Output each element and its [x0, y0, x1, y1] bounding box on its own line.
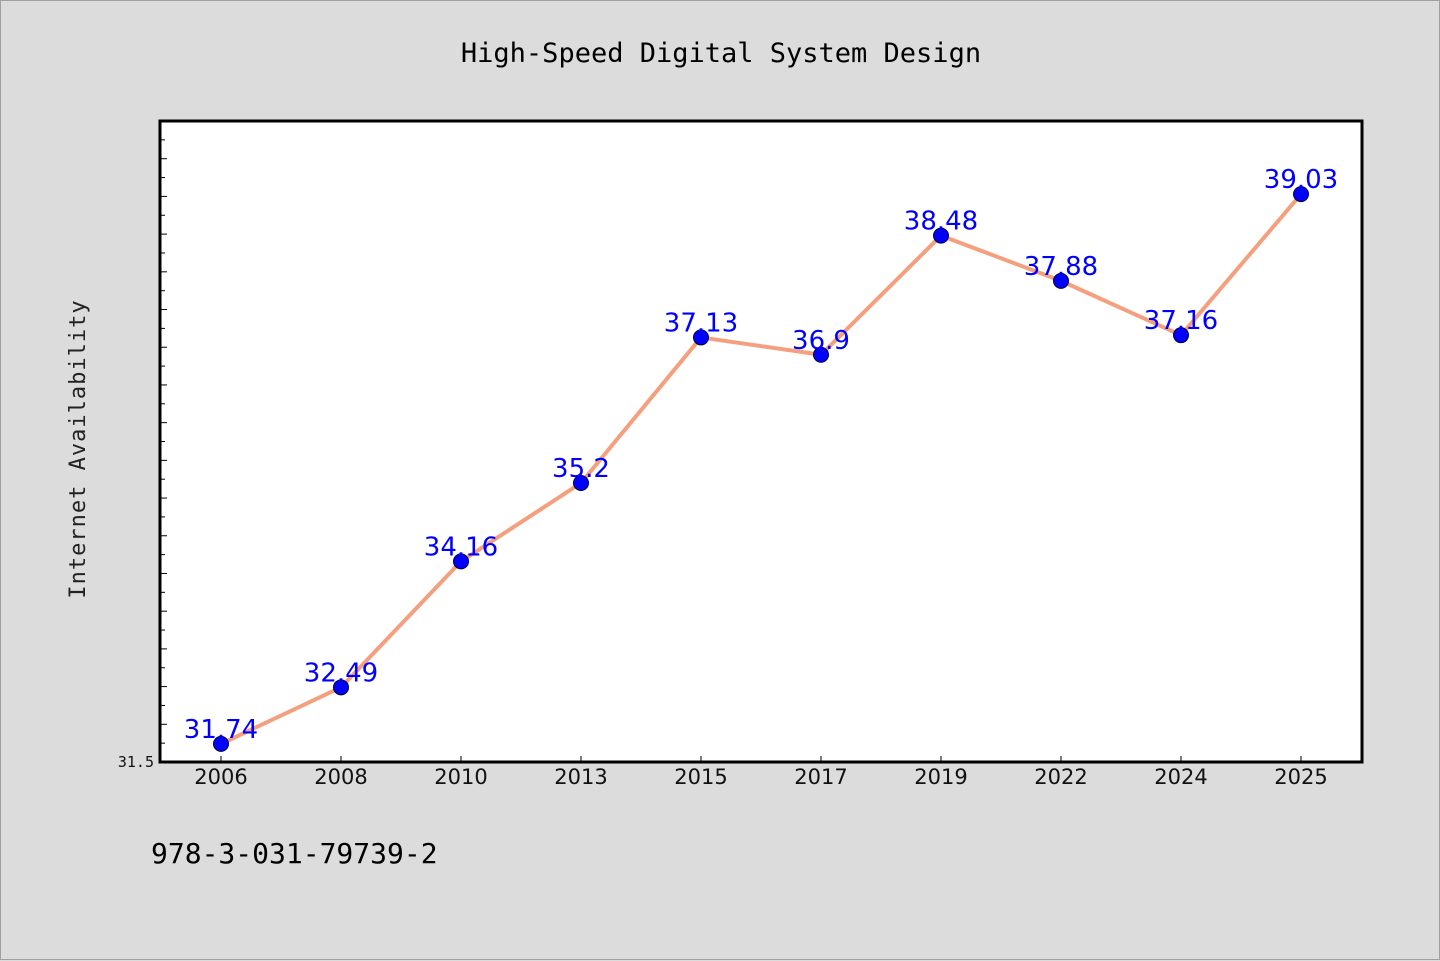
data-label: 37.88	[1024, 252, 1098, 282]
data-point-marker	[933, 227, 949, 244]
data-point-marker	[813, 346, 829, 363]
x-tick-label: 2024	[1154, 765, 1207, 789]
data-point-marker	[573, 474, 589, 491]
y-axis-label: Internet Availability	[66, 299, 91, 598]
x-tick-label: 2022	[1034, 765, 1087, 789]
data-point-marker	[453, 553, 469, 570]
data-label: 37.13	[664, 308, 738, 338]
data-point-marker	[693, 329, 709, 346]
y-axis-ticks: 31.5	[118, 120, 167, 771]
data-label: 32.49	[304, 658, 378, 688]
y-tick-label: 31.5	[118, 753, 154, 771]
data-point-marker	[1053, 272, 1069, 289]
x-tick-label: 2019	[914, 765, 967, 789]
data-label: 36.9	[792, 326, 850, 356]
plot-area	[158, 119, 1364, 764]
data-point-marker	[213, 735, 229, 752]
x-tick-label: 2025	[1274, 765, 1327, 789]
data-label: 34.16	[424, 532, 498, 562]
data-point-marker	[333, 679, 349, 696]
x-tick-label: 2006	[194, 765, 247, 789]
data-point-marker	[1293, 186, 1309, 203]
x-tick-label: 2013	[554, 765, 607, 789]
data-label: 38.48	[904, 207, 978, 237]
isbn-footer-text: 978-3-031-79739-2	[151, 837, 438, 870]
series-layer: 31.74 32.49 34.16 35.2 37.13 36.9 38.48 37.88 37…	[184, 165, 1338, 752]
data-label: 37.16	[1144, 306, 1218, 336]
x-tick-label: 2008	[314, 765, 367, 789]
x-tick-label: 2015	[674, 765, 727, 789]
x-tick-label: 2010	[434, 765, 487, 789]
data-label: 31.74	[184, 715, 258, 745]
data-label: 39.03	[1264, 165, 1338, 195]
x-axis-ticks: 2006 2008 2010 2013 2015 2017 2019 2022 2024 2025	[194, 756, 1328, 789]
x-tick-label: 2017	[794, 765, 847, 789]
data-label: 35.2	[552, 454, 610, 484]
series-line	[219, 192, 1303, 746]
chart-title: High-Speed Digital System Design	[461, 38, 981, 69]
data-point-marker	[1173, 327, 1189, 344]
